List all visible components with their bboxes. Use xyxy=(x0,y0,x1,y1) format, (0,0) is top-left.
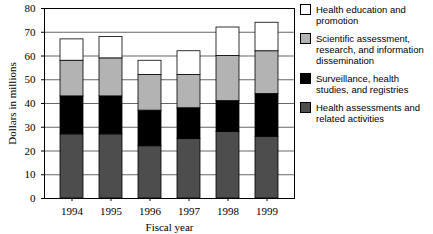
html-text:Health assessments and related: Health assessments and related activitie… xyxy=(316,102,420,124)
svg-text:10: 10 xyxy=(25,168,37,180)
svg-text:1997: 1997 xyxy=(178,205,201,217)
svg-text:30: 30 xyxy=(25,121,37,133)
svg-text:Fiscal year: Fiscal year xyxy=(146,221,194,233)
svg-text:70: 70 xyxy=(25,26,37,38)
svg-text:50: 50 xyxy=(25,73,37,85)
html-text:Surveillance, health studies,: Surveillance, health studies, and regist… xyxy=(316,73,409,95)
svg-text:60: 60 xyxy=(25,50,37,62)
svg-text:0: 0 xyxy=(30,192,36,204)
svg-text:1998: 1998 xyxy=(217,205,240,217)
svg-text:40: 40 xyxy=(25,97,37,109)
svg-text:1994: 1994 xyxy=(61,205,84,217)
html-text:Health education and promotion: Health education and promotion xyxy=(316,4,406,26)
html-text:Scientific assessment, researc: Scientific assessment, research, and inf… xyxy=(316,33,424,66)
svg-text:1996: 1996 xyxy=(139,205,162,217)
svg-text:80: 80 xyxy=(25,2,37,14)
svg-text:1999: 1999 xyxy=(256,205,279,217)
svg-text:20: 20 xyxy=(25,145,37,157)
svg-text:1995: 1995 xyxy=(100,205,123,217)
svg-text:Dollars in millions: Dollars in millions xyxy=(6,62,18,145)
